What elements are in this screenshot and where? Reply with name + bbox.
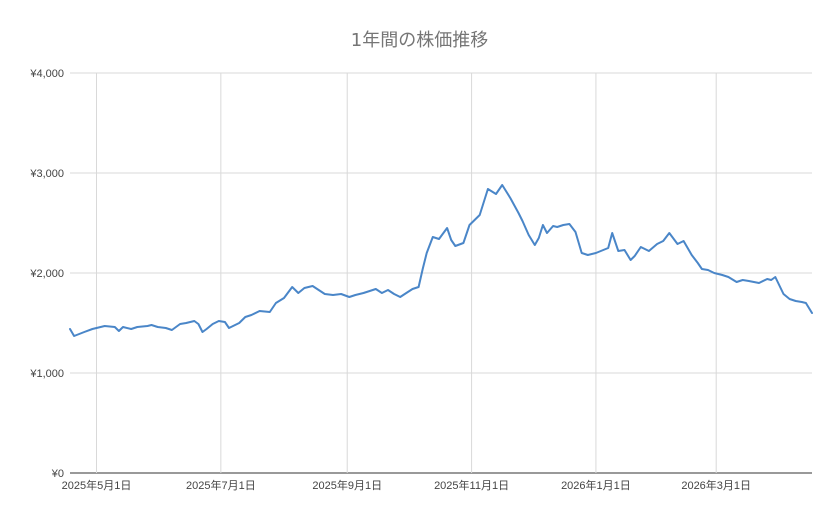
x-tick-label: 2026年3月1日 (681, 478, 751, 492)
x-tick-label: 2026年1月1日 (561, 478, 631, 492)
y-tick-label: ¥0 (51, 468, 64, 480)
grid-lines (70, 72, 812, 474)
price-series-line (69, 184, 813, 337)
chart-title: 1年間の株価推移 (350, 30, 489, 51)
x-tick-label: 2025年9月1日 (312, 478, 382, 492)
y-tick-label: ¥1,000 (29, 368, 64, 380)
y-tick-label: ¥4,000 (29, 68, 64, 80)
x-tick-label: 2025年5月1日 (62, 478, 132, 492)
series-layer (69, 184, 813, 337)
y-axis-labels: ¥0 ¥1,000 ¥2,000 ¥3,000 ¥4,000 (29, 68, 64, 480)
y-tick-label: ¥3,000 (29, 168, 64, 180)
y-tick-label: ¥2,000 (29, 268, 64, 280)
x-tick-label: 2025年7月1日 (186, 478, 256, 492)
x-axis-labels: 2025年5月1日 2025年7月1日 2025年9月1日 2025年11月1日 202… (62, 478, 751, 492)
x-tick-label: 2025年11月1日 (434, 478, 509, 492)
